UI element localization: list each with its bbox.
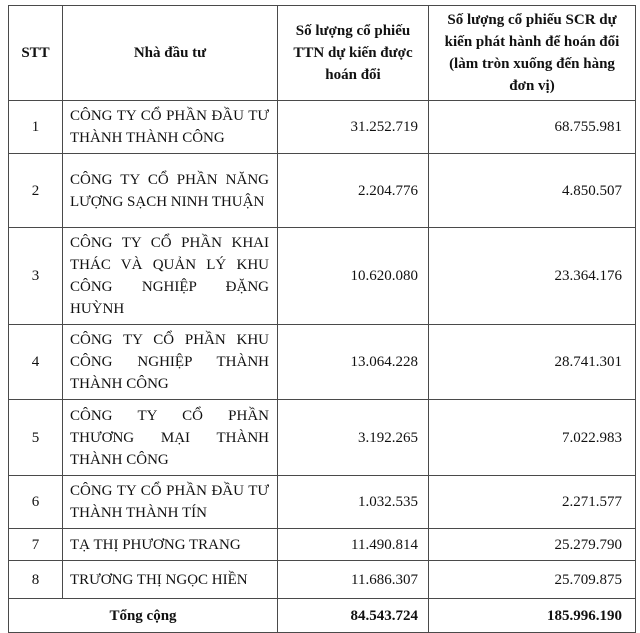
table-row: 6 CÔNG TY CỔ PHẦN ĐẦU TƯ THÀNH THÀNH TÍN…	[8, 475, 636, 529]
table-row: 3 CÔNG TY CỔ PHẦN KHAI THÁC VÀ QUẢN LÝ K…	[8, 227, 636, 325]
total-scr-value: 185.996.190	[428, 598, 636, 633]
scr-value: 68.755.981	[428, 100, 636, 154]
table-row: 7 TẠ THỊ PHƯƠNG TRANG 11.490.814 25.279.…	[8, 528, 636, 561]
table-row: 1 CÔNG TY CỔ PHẦN ĐẦU TƯ THÀNH THÀNH CÔN…	[8, 100, 636, 154]
row-stt: 1	[8, 100, 63, 154]
investor-name: CÔNG TY CỔ PHẦN KHAI THÁC VÀ QUẢN LÝ KHU…	[62, 227, 278, 325]
total-label: Tổng cộng	[8, 598, 278, 633]
ttn-value: 3.192.265	[277, 399, 429, 476]
row-stt: 3	[8, 227, 63, 325]
header-stt: STT	[8, 5, 63, 101]
scr-value: 28.741.301	[428, 324, 636, 400]
scr-value: 25.279.790	[428, 528, 636, 561]
scr-value: 25.709.875	[428, 560, 636, 599]
row-stt: 4	[8, 324, 63, 400]
table-row: 8 TRƯƠNG THỊ NGỌC HIỀN 11.686.307 25.709…	[8, 560, 636, 599]
investor-name: CÔNG TY CỔ PHẦN KHU CÔNG NGHIỆP THÀNH TH…	[62, 324, 278, 400]
ttn-value: 11.686.307	[277, 560, 429, 599]
header-scr-shares: Số lượng cổ phiếu SCR dự kiến phát hành …	[428, 5, 636, 101]
ttn-value: 10.620.080	[277, 227, 429, 325]
table-row: 2 CÔNG TY CỔ PHẦN NĂNG LƯỢNG SẠCH NINH T…	[8, 153, 636, 228]
ttn-value: 2.204.776	[277, 153, 429, 228]
header-investor: Nhà đầu tư	[62, 5, 278, 101]
investor-name: CÔNG TY CỔ PHẦN THƯƠNG MẠI THÀNH THÀNH C…	[62, 399, 278, 476]
table-header-row: STT Nhà đầu tư Số lượng cổ phiếu TTN dự …	[8, 5, 636, 101]
investor-name: CÔNG TY CỔ PHẦN NĂNG LƯỢNG SẠCH NINH THU…	[62, 153, 278, 228]
row-stt: 6	[8, 475, 63, 529]
row-stt: 8	[8, 560, 63, 599]
row-stt: 5	[8, 399, 63, 476]
total-ttn-value: 84.543.724	[277, 598, 429, 633]
scr-value: 2.271.577	[428, 475, 636, 529]
row-stt: 2	[8, 153, 63, 228]
investor-name: TRƯƠNG THỊ NGỌC HIỀN	[62, 560, 278, 599]
table-row: 5 CÔNG TY CỔ PHẦN THƯƠNG MẠI THÀNH THÀNH…	[8, 399, 636, 476]
investor-name: CÔNG TY CỔ PHẦN ĐẦU TƯ THÀNH THÀNH CÔNG	[62, 100, 278, 154]
table-total-row: Tổng cộng 84.543.724 185.996.190	[8, 598, 636, 633]
table-row: 4 CÔNG TY CỔ PHẦN KHU CÔNG NGHIỆP THÀNH …	[8, 324, 636, 400]
investor-name: CÔNG TY CỔ PHẦN ĐẦU TƯ THÀNH THÀNH TÍN	[62, 475, 278, 529]
investor-name: TẠ THỊ PHƯƠNG TRANG	[62, 528, 278, 561]
row-stt: 7	[8, 528, 63, 561]
ttn-value: 1.032.535	[277, 475, 429, 529]
scr-value: 4.850.507	[428, 153, 636, 228]
investor-conversion-table: STT Nhà đầu tư Số lượng cổ phiếu TTN dự …	[8, 5, 636, 633]
ttn-value: 11.490.814	[277, 528, 429, 561]
scr-value: 23.364.176	[428, 227, 636, 325]
scr-value: 7.022.983	[428, 399, 636, 476]
ttn-value: 31.252.719	[277, 100, 429, 154]
header-ttn-shares: Số lượng cổ phiếu TTN dự kiến được hoán …	[277, 5, 429, 101]
ttn-value: 13.064.228	[277, 324, 429, 400]
